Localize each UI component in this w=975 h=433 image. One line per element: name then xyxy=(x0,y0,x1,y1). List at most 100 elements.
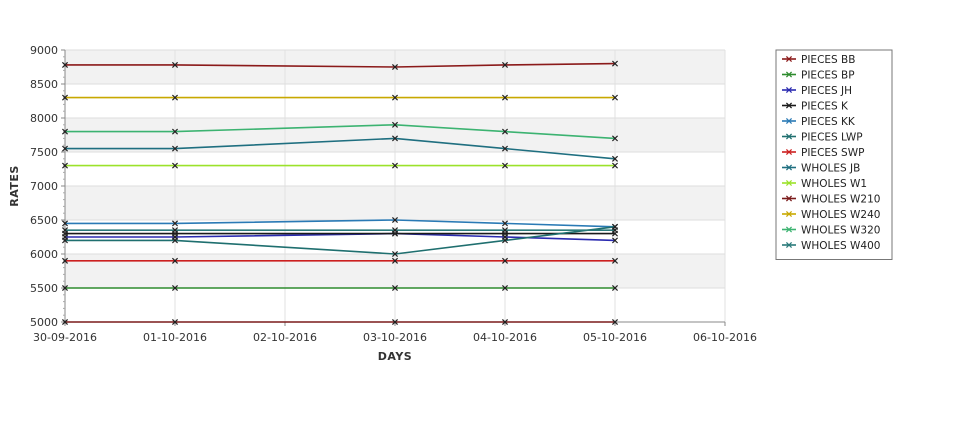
legend-marker xyxy=(785,133,793,140)
data-point xyxy=(61,128,69,135)
data-point xyxy=(501,220,509,227)
x-tick-label: 02-10-2016 xyxy=(253,331,317,344)
legend-marker xyxy=(785,102,793,109)
x-tick-label: 01-10-2016 xyxy=(143,331,207,344)
data-point xyxy=(391,284,399,292)
data-point xyxy=(61,94,69,101)
data-point xyxy=(391,135,399,142)
data-point xyxy=(391,94,399,101)
legend-marker xyxy=(785,164,793,171)
legend-marker xyxy=(785,241,793,249)
data-point xyxy=(171,145,179,152)
data-point xyxy=(611,227,619,234)
data-point xyxy=(611,284,619,292)
x-tick-label: 06-10-2016 xyxy=(693,331,757,344)
data-point xyxy=(171,284,179,292)
data-point xyxy=(501,284,509,292)
y-tick-label: 6500 xyxy=(30,214,58,227)
data-point xyxy=(171,94,179,101)
legend-entry: WHOLES W1 xyxy=(801,178,867,190)
data-point xyxy=(61,61,69,68)
data-point xyxy=(391,227,399,234)
data-point xyxy=(61,162,69,169)
y-tick-label: 5000 xyxy=(30,316,58,329)
legend-box xyxy=(775,49,893,260)
data-point xyxy=(61,145,69,152)
legend-entry: PIECES BB xyxy=(801,54,855,66)
x-tick-label: 30-09-2016 xyxy=(33,331,97,344)
data-point xyxy=(391,318,399,326)
legend-entry: PIECES KK xyxy=(801,116,856,128)
data-point xyxy=(171,318,179,326)
data-point xyxy=(61,284,69,292)
data-point xyxy=(501,162,509,169)
data-point xyxy=(611,135,619,142)
data-point xyxy=(171,128,179,135)
legend-entry: PIECES JH xyxy=(801,85,852,97)
data-point xyxy=(61,227,69,234)
y-tick-label: 8000 xyxy=(30,112,58,125)
data-point xyxy=(501,318,509,326)
data-point xyxy=(501,145,509,152)
y-tick-label: 7000 xyxy=(30,180,58,193)
data-point xyxy=(611,94,619,101)
data-point xyxy=(391,250,399,258)
y-tick-label: 7500 xyxy=(30,146,58,159)
legend-marker xyxy=(785,117,793,125)
legend-entry: WHOLES W210 xyxy=(801,194,880,206)
y-tick-label: 8500 xyxy=(30,78,58,91)
data-point xyxy=(501,61,509,68)
legend-entry: PIECES K xyxy=(801,101,849,113)
legend-marker xyxy=(785,179,793,187)
legend-entry: WHOLES W400 xyxy=(801,240,880,252)
data-point xyxy=(391,216,399,224)
data-point xyxy=(501,227,509,234)
legend-entry: WHOLES W240 xyxy=(801,209,880,221)
legend-marker xyxy=(785,55,793,63)
y-tick-label: 6000 xyxy=(30,248,58,261)
data-point xyxy=(171,220,179,227)
x-axis-title: DAYS xyxy=(378,350,412,363)
data-point xyxy=(611,155,619,162)
data-point xyxy=(391,257,399,264)
data-point xyxy=(61,318,69,326)
y-axis-title: RATES xyxy=(8,165,21,207)
data-point xyxy=(611,318,619,326)
data-point xyxy=(501,94,509,101)
data-point xyxy=(611,60,619,67)
legend-entry: PIECES LWP xyxy=(801,132,863,144)
legend-marker xyxy=(785,148,793,156)
legend-entry: WHOLES W320 xyxy=(801,225,880,237)
legend-entry: PIECES SWP xyxy=(801,147,864,159)
legend-marker xyxy=(785,210,793,218)
data-point xyxy=(501,257,509,264)
data-point xyxy=(171,257,179,264)
data-point xyxy=(61,237,69,244)
data-point xyxy=(611,257,619,264)
data-point xyxy=(61,220,69,227)
x-tick-label: 04-10-2016 xyxy=(473,331,537,344)
data-point xyxy=(171,61,179,68)
data-point xyxy=(501,128,509,135)
legend-entry: WHOLES JB xyxy=(801,163,860,175)
legend-marker xyxy=(785,71,793,78)
legend-marker xyxy=(785,195,793,202)
data-point xyxy=(391,63,399,71)
data-point xyxy=(391,162,399,169)
data-point xyxy=(501,237,509,244)
data-point xyxy=(611,162,619,169)
data-point xyxy=(171,237,179,244)
data-point xyxy=(611,237,619,244)
x-tick-label: 05-10-2016 xyxy=(583,331,647,344)
data-point xyxy=(171,162,179,169)
legend-marker xyxy=(785,86,793,94)
y-tick-label: 9000 xyxy=(30,44,58,57)
y-tick-label: 5500 xyxy=(30,282,58,295)
data-point xyxy=(391,121,399,128)
x-tick-label: 03-10-2016 xyxy=(363,331,427,344)
legend-marker xyxy=(785,226,793,233)
data-point xyxy=(171,227,179,234)
data-point xyxy=(61,257,69,264)
